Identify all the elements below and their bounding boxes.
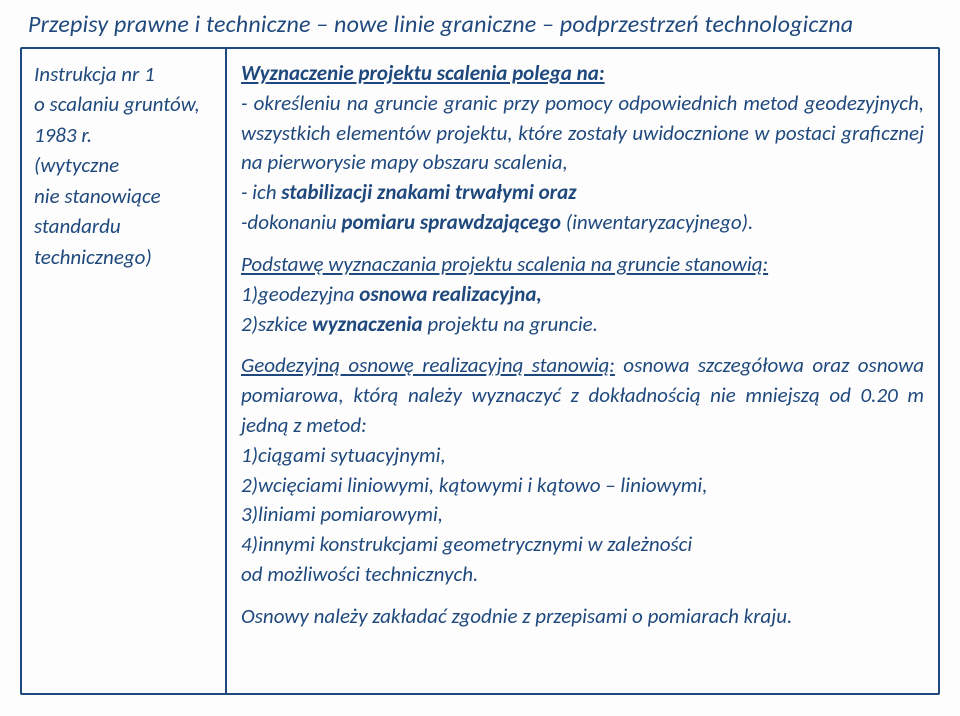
left-column: Instrukcja nr 1 o scalaniu gruntów, 1983… [22,49,227,693]
left-line-1: Instrukcja nr 1 [34,59,217,89]
p1-body-b-bold: stabilizacji znakami trwałymi oraz [281,179,576,205]
p3-item4a: 4)innymi konstrukcjami geometrycznymi w … [241,531,692,557]
p3-item4b: od możliwości technicznych. [241,561,478,587]
p1-body-c-post: (inwentaryzacyjnego). [566,209,754,235]
p2-item2-bold: wyznaczenia [312,311,427,337]
p3-item2: 2)wcięciami liniowymi, kątowymi i kątowo… [241,472,707,498]
p3-item1: 1)ciągami sytuacyjnymi, [241,442,446,468]
left-line-4: (wytyczne [34,150,217,180]
left-line-5: nie stanowiące [34,181,217,211]
content-frame: Instrukcja nr 1 o scalaniu gruntów, 1983… [20,47,940,695]
p1-body-a: - określeniu na gruncie granic przy pomo… [241,90,924,176]
p2-post: scalenia na gruncie stanowią: [517,251,768,277]
p2-underline: Podstawę wyznaczania projektu [241,251,517,277]
p1-body-c-bold: pomiaru sprawdzającego [341,209,565,235]
p1-body-b-pre: - ich [241,179,281,205]
p3-item3: 3)liniami pomiarowymi, [241,501,443,527]
paragraph-1: Wyznaczenie projektu scalenia polega na:… [241,59,924,238]
paragraph-2: Podstawę wyznaczania projektu scalenia n… [241,250,924,339]
left-line-3: 1983 r. [34,120,217,150]
paragraph-3: Geodezyjną osnowę realizacyjną stanowią:… [241,351,924,590]
left-line-2: o scalaniu gruntów, [34,89,217,119]
right-column: Wyznaczenie projektu scalenia polega na:… [227,49,938,693]
p2-item1-pre: 1)geodezyjna [241,281,359,307]
left-line-7: technicznego) [34,242,217,272]
left-line-6: standardu [34,211,217,241]
p2-item2-pre: 2)szkice [241,311,312,337]
p4-text: Osnowy należy zakładać zgodnie z przepis… [241,603,792,629]
paragraph-4: Osnowy należy zakładać zgodnie z przepis… [241,602,924,632]
p1-lead: Wyznaczenie projektu scalenia polega na: [241,60,605,86]
p3-underline: Geodezyjną osnowę realizacyjną stanowią: [241,352,615,378]
page-title: Przepisy prawne i techniczne – nowe lini… [20,10,940,47]
p2-item1-bold: osnowa realizacyjna, [359,281,542,307]
p2-item2-post: projektu na gruncie. [427,311,598,337]
p1-body-c-pre: -dokonaniu [241,209,341,235]
slide-page: Przepisy prawne i techniczne – nowe lini… [0,0,960,716]
